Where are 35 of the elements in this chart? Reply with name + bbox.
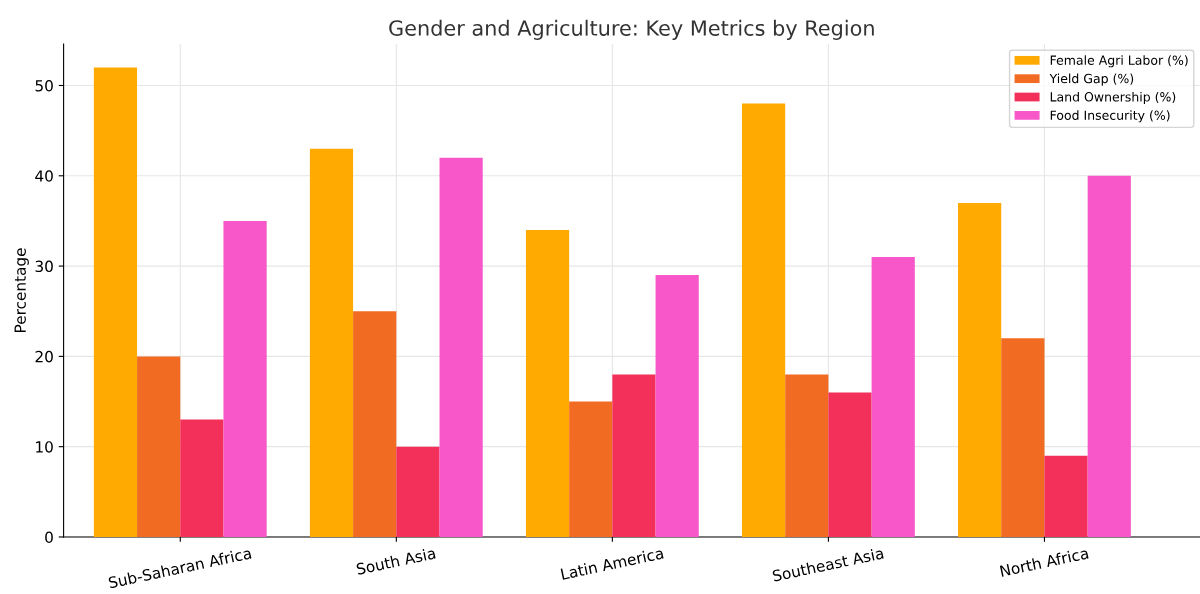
bar	[1044, 455, 1088, 537]
bar	[785, 374, 829, 537]
bar	[741, 103, 786, 537]
bar	[1087, 175, 1131, 537]
bar	[1001, 338, 1045, 537]
bar	[828, 392, 872, 537]
bar	[871, 257, 915, 537]
y-tick-label: 50	[35, 79, 53, 92]
bar	[396, 446, 440, 537]
bar	[223, 220, 267, 537]
y-tick-label: 20	[35, 350, 53, 363]
bar	[180, 419, 224, 537]
bar	[958, 202, 1002, 537]
x-tick-label: North Africa	[999, 546, 1089, 577]
legend-label: Land Ownership (%)	[1050, 91, 1176, 104]
legend-label: Yield Gap (%)	[1049, 73, 1134, 86]
bar	[655, 275, 699, 537]
legend-label: Female Agri Labor (%)	[1050, 55, 1188, 68]
y-tick-label: 30	[35, 260, 53, 273]
bar	[309, 148, 354, 537]
bar	[137, 356, 181, 537]
bar	[353, 311, 397, 537]
bar	[569, 401, 613, 537]
y-tick-label: 10	[36, 441, 53, 453]
bar	[612, 374, 656, 537]
y-tick-label: 0	[45, 531, 53, 543]
x-tick-label: Latin America	[560, 546, 664, 580]
legend-label: Food Insecurity (%)	[1050, 110, 1170, 123]
x-tick-label: South Asia	[356, 546, 436, 575]
bar	[525, 229, 570, 537]
bar	[93, 67, 138, 537]
y-tick-label: 40	[35, 170, 53, 182]
bar	[439, 157, 483, 537]
chart-title: Gender and Agriculture: Key Metrics by Region	[389, 19, 874, 40]
y-axis-title: Percentage	[14, 248, 29, 332]
